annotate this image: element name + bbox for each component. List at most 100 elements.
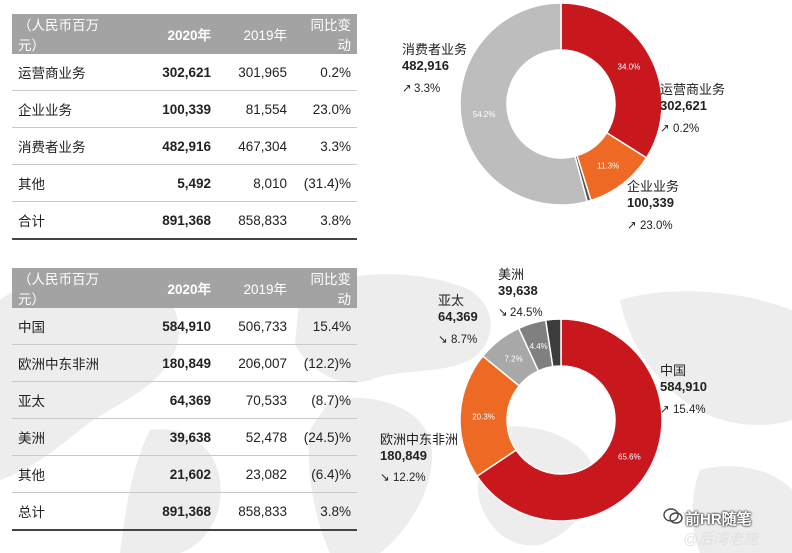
callout-value: 180,849 [380, 448, 427, 463]
table-row: 亚太 64,369 70,533 (8.7)% [12, 381, 357, 419]
table-row-total: 合计 891,368 858,833 3.8% [12, 201, 357, 240]
callout-change: 15.4% [673, 404, 706, 416]
value-2020: 891,368 [124, 201, 217, 240]
value-change: (31.4)% [293, 164, 357, 202]
donut-slice-0 [475, 318, 663, 522]
table-header-row: （人民币百万元） 2020年 2019年 同比变动 [12, 14, 357, 54]
value-2020: 180,849 [124, 344, 217, 382]
slice-percent-label: 54.2% [473, 110, 496, 119]
callout-emea: 欧洲中东非洲 180,849 ↘ 12.2% [380, 432, 458, 484]
row-label: 企业业务 [12, 90, 124, 128]
callout-change: 8.7% [451, 334, 477, 346]
table-row: 其他 21,602 23,082 (6.4)% [12, 455, 357, 493]
table-row: 欧洲中东非洲 180,849 206,007 (12.2)% [12, 344, 357, 382]
value-2019: 858,833 [217, 492, 293, 531]
callout-value: 39,638 [498, 283, 538, 298]
slice-percent-label: 34.0% [618, 63, 641, 72]
segment-donut-chart: 34.0% 11.3% 54.2% [459, 2, 663, 206]
value-2020: 302,621 [124, 54, 217, 91]
value-2020: 584,910 [124, 308, 217, 345]
callout-name: 运营商业务 [660, 82, 725, 97]
header-unit: （人民币百万元） [12, 268, 124, 308]
table-row: 企业业务 100,339 81,554 23.0% [12, 90, 357, 128]
callout-name: 美洲 [498, 267, 524, 282]
callout-name: 亚太 [438, 293, 464, 308]
callout-apac: 亚太 64,369 ↘ 8.7% [438, 293, 478, 346]
row-label: 总计 [12, 492, 124, 531]
slice-percent-label: 4.4% [530, 342, 548, 351]
slice-percent-label: 7.2% [504, 355, 522, 364]
value-2019: 8,010 [217, 164, 293, 202]
callout-change: 0.2% [673, 123, 699, 135]
value-change: 0.2% [293, 54, 357, 91]
arrow-up-icon: ↗ [660, 123, 670, 135]
value-2020: 482,916 [124, 127, 217, 165]
row-label: 欧洲中东非洲 [12, 344, 124, 382]
table-row: 美洲 39,638 52,478 (24.5)% [12, 418, 357, 456]
slice-percent-label: 65.6% [618, 453, 641, 462]
header-yoy-change: 同比变动 [293, 14, 357, 54]
value-2020: 5,492 [124, 164, 217, 202]
value-change: (8.7)% [293, 381, 357, 419]
callout-name: 中国 [660, 363, 686, 378]
watermark: 前HR随笔 @后湾老施 [663, 508, 788, 548]
table-row: 其他 5,492 8,010 (31.4)% [12, 164, 357, 202]
header-2019: 2019年 [217, 14, 293, 54]
region-revenue-table: （人民币百万元） 2020年 2019年 同比变动 中国 584,910 506… [12, 268, 357, 531]
value-2019: 858,833 [217, 201, 293, 240]
arrow-up-icon: ↗ [660, 404, 670, 416]
callout-americas: 美洲 39,638 ↘ 24.5% [498, 267, 543, 319]
header-unit: （人民币百万元） [12, 14, 124, 54]
row-label: 消费者业务 [12, 127, 124, 165]
value-change: (6.4)% [293, 455, 357, 493]
callout-value: 302,621 [660, 98, 707, 113]
value-change: 3.3% [293, 127, 357, 165]
arrow-down-icon: ↘ [380, 472, 390, 484]
value-change: (12.2)% [293, 344, 357, 382]
header-2020: 2020年 [124, 268, 217, 308]
callout-consumer: 消费者业务 482,916 ↗ 3.3% [402, 42, 467, 95]
table-row: 运营商业务 302,621 301,965 0.2% [12, 54, 357, 91]
callout-change: 12.2% [393, 472, 426, 484]
value-change: 15.4% [293, 308, 357, 345]
row-label: 其他 [12, 455, 124, 493]
value-change: (24.5)% [293, 418, 357, 456]
donut-slice-0 [560, 2, 663, 159]
value-2019: 52,478 [217, 418, 293, 456]
row-label: 亚太 [12, 381, 124, 419]
value-change: 3.8% [293, 492, 357, 531]
callout-china: 中国 584,910 ↗ 15.4% [660, 363, 707, 416]
callout-change: 3.3% [414, 83, 440, 95]
callout-change: 23.0% [640, 220, 673, 232]
value-2020: 64,369 [124, 381, 217, 419]
slice-percent-label: 11.3% [597, 161, 619, 170]
callout-carrier: 运营商业务 302,621 ↗ 0.2% [660, 82, 725, 135]
value-2019: 301,965 [217, 54, 293, 91]
donut-slice-4 [544, 318, 562, 368]
value-2020: 100,339 [124, 90, 217, 128]
callout-change: 24.5% [510, 307, 543, 319]
callout-enterprise: 企业业务 100,339 ↗ 23.0% [627, 179, 679, 232]
callout-value: 100,339 [627, 195, 674, 210]
value-2019: 206,007 [217, 344, 293, 382]
value-2020: 39,638 [124, 418, 217, 456]
row-label: 其他 [12, 164, 124, 202]
table-header-row: （人民币百万元） 2020年 2019年 同比变动 [12, 268, 357, 308]
watermark-handle: @后湾老施 [683, 531, 759, 548]
row-label: 美洲 [12, 418, 124, 456]
region-donut-chart: 65.6% 20.3% 7.2% 4.4% [459, 318, 663, 522]
callout-value: 64,369 [438, 309, 478, 324]
donut-slice-3 [459, 2, 589, 206]
callout-value: 584,910 [660, 379, 707, 394]
row-label: 合计 [12, 201, 124, 240]
header-2020: 2020年 [124, 14, 217, 54]
value-2019: 23,082 [217, 455, 293, 493]
callout-name: 消费者业务 [402, 42, 467, 57]
header-2019: 2019年 [217, 268, 293, 308]
arrow-down-icon: ↘ [438, 334, 448, 346]
row-label: 中国 [12, 308, 124, 345]
value-change: 3.8% [293, 201, 357, 240]
segment-revenue-table: （人民币百万元） 2020年 2019年 同比变动 运营商业务 302,621 … [12, 14, 357, 240]
arrow-up-icon: ↗ [627, 220, 637, 232]
